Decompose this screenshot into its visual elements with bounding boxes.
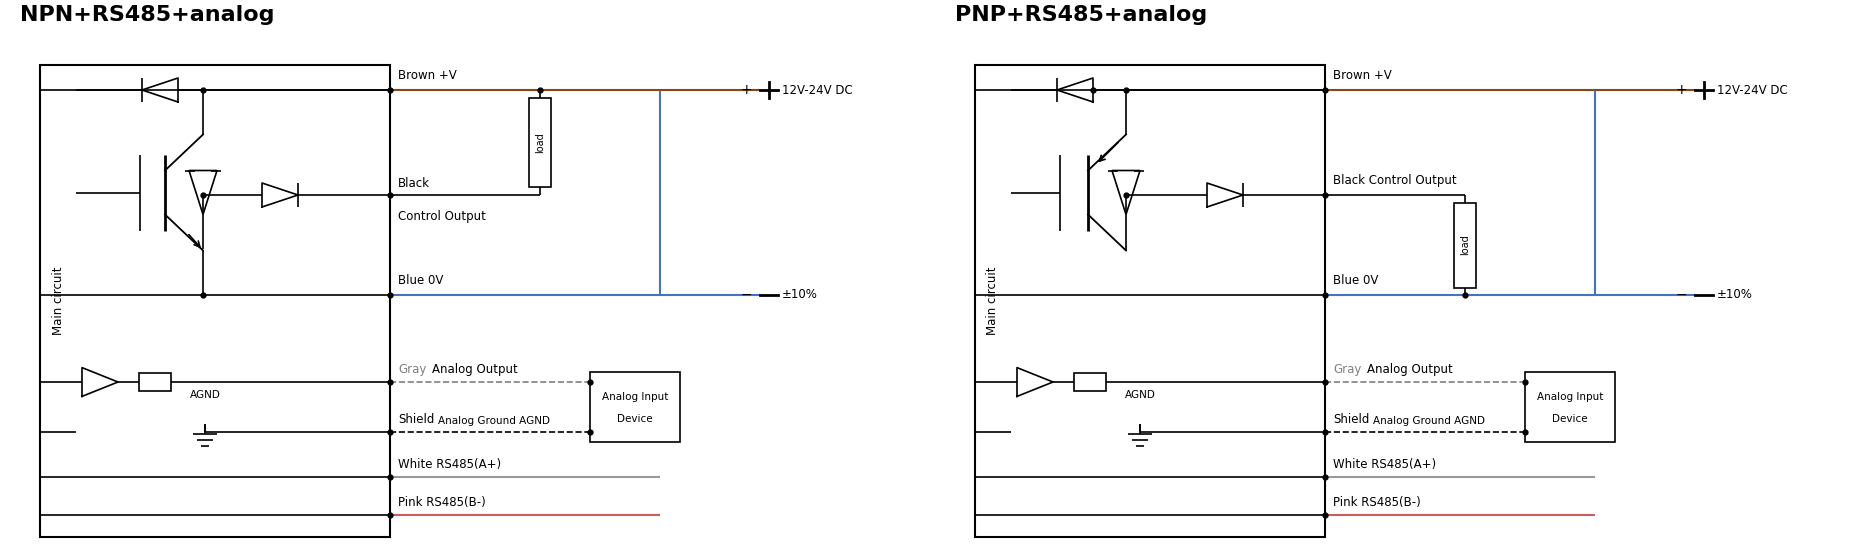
- Text: Shield: Shield: [1333, 413, 1369, 426]
- Text: Blue 0V: Blue 0V: [398, 274, 442, 287]
- Text: Control Output: Control Output: [398, 210, 486, 223]
- Text: Analog Output: Analog Output: [431, 363, 518, 376]
- Text: Device: Device: [617, 414, 652, 424]
- Text: +: +: [1676, 83, 1688, 97]
- Text: Analog Input: Analog Input: [1538, 392, 1603, 402]
- Text: load: load: [534, 132, 546, 153]
- Bar: [1453, 203, 1476, 288]
- Text: Analog Ground AGND: Analog Ground AGND: [1372, 416, 1485, 426]
- Text: PNP+RS485+analog: PNP+RS485+analog: [954, 5, 1208, 25]
- Text: Pink RS485(B-): Pink RS485(B-): [398, 496, 486, 509]
- Text: Black: Black: [398, 177, 429, 190]
- Text: −: −: [1676, 288, 1688, 302]
- Text: White RS485(A+): White RS485(A+): [1333, 458, 1436, 471]
- Text: Device: Device: [1552, 414, 1588, 424]
- Text: Brown +V: Brown +V: [1333, 69, 1391, 82]
- Text: 12V-24V DC: 12V-24V DC: [782, 83, 853, 97]
- Text: Analog Input: Analog Input: [602, 392, 668, 402]
- Text: +: +: [741, 83, 752, 97]
- Text: AGND: AGND: [189, 390, 221, 400]
- Text: Pink RS485(B-): Pink RS485(B-): [1333, 496, 1421, 509]
- Text: Analog Output: Analog Output: [1367, 363, 1453, 376]
- Text: Main circuit: Main circuit: [986, 267, 999, 335]
- Bar: [1524, 372, 1614, 442]
- Bar: [1074, 373, 1106, 391]
- Text: Main circuit: Main circuit: [51, 267, 64, 335]
- Bar: [139, 373, 171, 391]
- Text: White RS485(A+): White RS485(A+): [398, 458, 501, 471]
- Text: Analog Ground AGND: Analog Ground AGND: [439, 416, 549, 426]
- Text: AGND: AGND: [1125, 390, 1155, 400]
- Text: Brown +V: Brown +V: [398, 69, 458, 82]
- Text: −: −: [741, 288, 752, 302]
- Text: Gray: Gray: [1333, 363, 1361, 376]
- Bar: [529, 98, 551, 187]
- Text: ±10%: ±10%: [1718, 289, 1753, 301]
- Bar: [591, 372, 681, 442]
- Bar: [39, 65, 390, 537]
- Bar: [975, 65, 1326, 537]
- Text: Shield: Shield: [398, 413, 435, 426]
- Text: load: load: [1461, 235, 1470, 256]
- Text: Blue 0V: Blue 0V: [1333, 274, 1378, 287]
- Text: Black Control Output: Black Control Output: [1333, 174, 1457, 187]
- Text: 12V-24V DC: 12V-24V DC: [1718, 83, 1787, 97]
- Text: NPN+RS485+analog: NPN+RS485+analog: [21, 5, 274, 25]
- Text: ±10%: ±10%: [782, 289, 818, 301]
- Text: Gray: Gray: [398, 363, 426, 376]
